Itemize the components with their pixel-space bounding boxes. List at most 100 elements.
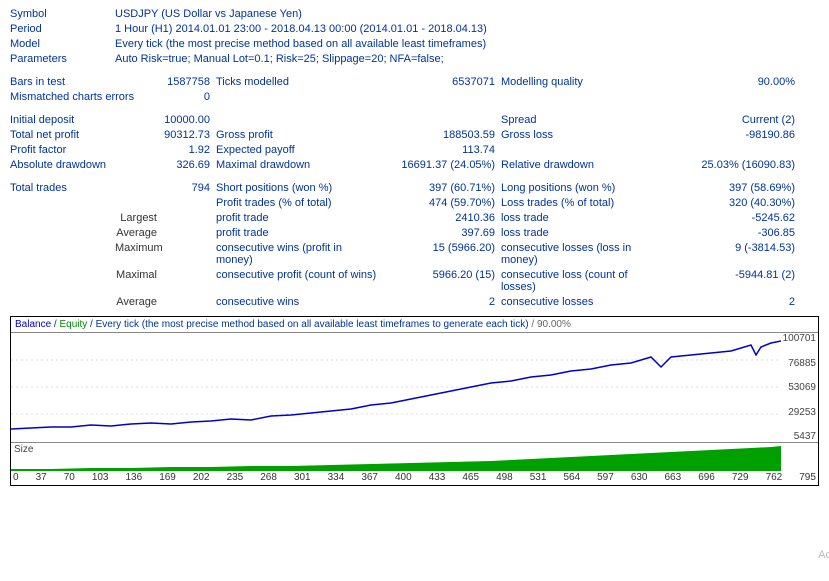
ylabel: 53069 <box>783 382 816 393</box>
value-avgc-w: 2 <box>380 296 495 308</box>
xlabel: 696 <box>698 472 715 483</box>
label-ep: Expected payoff <box>210 144 380 156</box>
label-quality: Modelling quality <box>495 76 665 88</box>
label-netprofit: Total net profit <box>10 129 115 141</box>
xlabel: 400 <box>395 472 412 483</box>
value-maxdd: 16691.37 (24.05%) <box>380 159 495 171</box>
label-deposit: Initial deposit <box>10 114 115 126</box>
xlabel: 268 <box>260 472 277 483</box>
label-spread: Spread <box>495 114 665 126</box>
xlabel: 367 <box>361 472 378 483</box>
pre-avgc: Average <box>115 296 165 308</box>
label-bars: Bars in test <box>10 76 115 88</box>
xlabel: 136 <box>126 472 143 483</box>
value-trades: 794 <box>115 182 210 194</box>
label-pf: Profit factor <box>10 144 115 156</box>
value-netprofit: 90312.73 <box>115 129 210 141</box>
ylabel: 29253 <box>783 407 816 418</box>
label-max-cl: consecutive losses (loss in money) <box>495 242 665 266</box>
value-symbol: USDJPY (US Dollar vs Japanese Yen) <box>115 8 819 20</box>
y-axis-labels: 100701 76885 53069 29253 5437 <box>783 333 816 442</box>
row-dd: Absolute drawdown 326.69 Maximal drawdow… <box>10 159 819 171</box>
value-avg-lt: -306.85 <box>665 227 795 239</box>
ylabel: 100701 <box>783 333 816 344</box>
label-avgc-w: consecutive wins <box>210 296 380 308</box>
value-bars: 1587758 <box>115 76 210 88</box>
value-absdd: 326.69 <box>115 159 210 171</box>
row-avg: Average profit trade 397.69 loss trade -… <box>10 227 819 239</box>
label-maxl-cp: consecutive profit (count of wins) <box>210 269 380 293</box>
equity-word: Equity <box>59 319 87 330</box>
xlabel: 202 <box>193 472 210 483</box>
value-long: 397 (58.69%) <box>665 182 795 194</box>
label-short: Short positions (won %) <box>210 182 380 194</box>
value-mismatch: 0 <box>150 91 210 103</box>
chart-header: Balance / Equity / Every tick (the most … <box>11 317 818 332</box>
value-ep: 113.74 <box>380 144 495 156</box>
label-grossprofit: Gross profit <box>210 129 380 141</box>
row-mismatch: Mismatched charts errors 0 <box>10 91 819 103</box>
xlabel: 103 <box>92 472 109 483</box>
size-curve <box>11 443 781 471</box>
label-largest-pt: profit trade <box>210 212 380 224</box>
row-maxl: Maximal consecutive profit (count of win… <box>10 269 819 293</box>
label-avg-pt: profit trade <box>210 227 380 239</box>
value-maxl-cp: 5966.20 (15) <box>380 269 495 293</box>
row-pf: Profit factor 1.92 Expected payoff 113.7… <box>10 144 819 156</box>
label-largest-lt: loss trade <box>495 212 665 224</box>
xlabel: 630 <box>631 472 648 483</box>
ylabel: 5437 <box>783 431 816 442</box>
row-trades: Total trades 794 Short positions (won %)… <box>10 182 819 194</box>
xlabel: 465 <box>462 472 479 483</box>
xlabel: 235 <box>227 472 244 483</box>
value-deposit: 10000.00 <box>115 114 210 126</box>
value-ptrades: 474 (59.70%) <box>380 197 495 209</box>
row-bars: Bars in test 1587758 Ticks modelled 6537… <box>10 76 819 88</box>
xlabel: 597 <box>597 472 614 483</box>
equity-chart-area: 100701 76885 53069 29253 5437 <box>11 332 818 442</box>
x-axis-labels: 0377010313616920223526830133436740043346… <box>11 470 818 485</box>
label-ticks: Ticks modelled <box>210 76 380 88</box>
label-ptrades: Profit trades (% of total) <box>210 197 380 209</box>
balance-word: Balance <box>15 319 51 330</box>
label-max-cw: consecutive wins (profit in money) <box>210 242 380 266</box>
xlabel: 531 <box>530 472 547 483</box>
value-ticks: 6537071 <box>380 76 495 88</box>
ylabel: 76885 <box>783 358 816 369</box>
value-grossloss: -98190.86 <box>665 129 795 141</box>
pre-max: Maximum <box>115 242 165 266</box>
value-ltrades: 320 (40.30%) <box>665 197 795 209</box>
chart-qual: / 90.00% <box>529 319 571 330</box>
xlabel: 729 <box>732 472 749 483</box>
xlabel: 663 <box>665 472 682 483</box>
row-params: Parameters Auto Risk=true; Manual Lot=0.… <box>10 53 819 65</box>
label-trades: Total trades <box>10 182 115 194</box>
xlabel: 498 <box>496 472 513 483</box>
size-chart-area: Size <box>11 442 818 470</box>
pre-maxl: Maximal <box>115 269 165 293</box>
value-largest-pt: 2410.36 <box>380 212 495 224</box>
xlabel: 37 <box>36 472 47 483</box>
pre-largest: Largest <box>115 212 165 224</box>
row-ptrades: Profit trades (% of total) 474 (59.70%) … <box>10 197 819 209</box>
value-spread: Current (2) <box>665 114 795 126</box>
xlabel: 301 <box>294 472 311 483</box>
equity-curve <box>11 333 781 443</box>
value-period: 1 Hour (H1) 2014.01.01 23:00 - 2018.04.1… <box>115 23 819 35</box>
xlabel: 70 <box>64 472 75 483</box>
value-params: Auto Risk=true; Manual Lot=0.1; Risk=25;… <box>115 53 819 65</box>
xlabel: 433 <box>429 472 446 483</box>
row-symbol: Symbol USDJPY (US Dollar vs Japanese Yen… <box>10 8 819 20</box>
value-short: 397 (60.71%) <box>380 182 495 194</box>
value-max-cw: 15 (5966.20) <box>380 242 495 266</box>
row-deposit: Initial deposit 10000.00 Spread Current … <box>10 114 819 126</box>
label-params: Parameters <box>10 53 115 65</box>
xlabel: 564 <box>563 472 580 483</box>
row-avgc: Average consecutive wins 2 consecutive l… <box>10 296 819 308</box>
value-max-cl: 9 (-3814.53) <box>665 242 795 266</box>
pre-avg: Average <box>115 227 165 239</box>
value-quality: 90.00% <box>665 76 795 88</box>
xlabel: 169 <box>159 472 176 483</box>
row-period: Period 1 Hour (H1) 2014.01.01 23:00 - 20… <box>10 23 819 35</box>
xlabel: 0 <box>13 472 19 483</box>
